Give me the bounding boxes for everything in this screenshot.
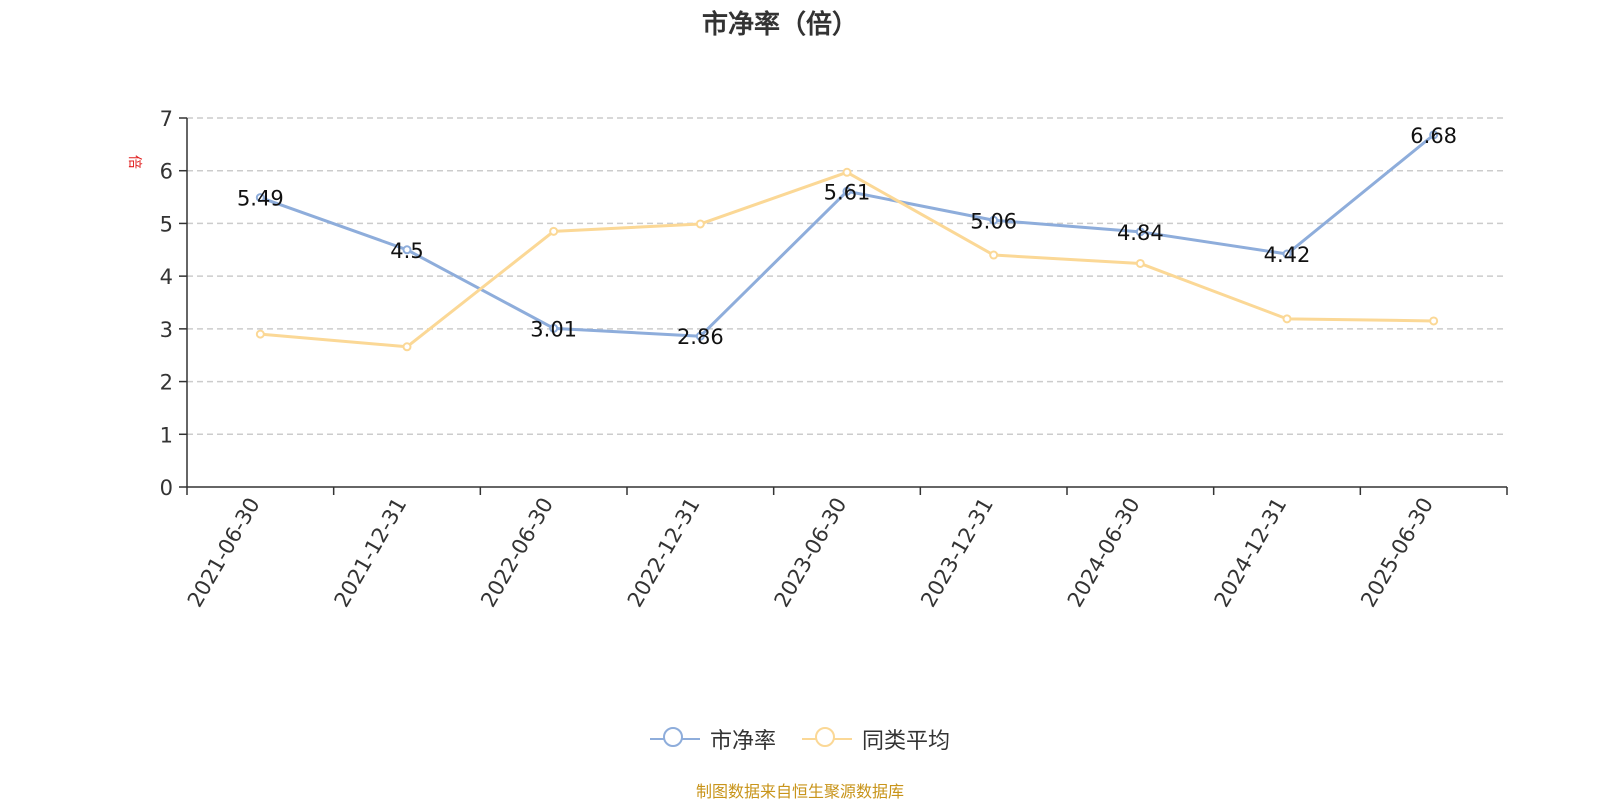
data-label: 5.49 (237, 187, 284, 211)
y-tick-label: 2 (160, 371, 173, 395)
legend: 市净率 同类平均 (0, 724, 1600, 754)
legend-item-pb[interactable]: 市净率 (649, 723, 776, 755)
data-point[interactable] (1429, 316, 1439, 326)
data-point[interactable] (989, 215, 999, 225)
x-tick-label: 2021-06-30 (183, 494, 265, 612)
data-point[interactable] (695, 219, 705, 229)
series (255, 130, 1439, 352)
data-point[interactable] (1135, 258, 1145, 268)
legend-marker-pb (649, 726, 700, 752)
data-point[interactable] (402, 342, 412, 352)
data-point[interactable] (549, 226, 559, 236)
data-point[interactable] (255, 329, 265, 339)
y-tick-label: 7 (160, 107, 173, 131)
data-point[interactable] (1282, 249, 1292, 259)
y-tick-label: 1 (160, 423, 173, 447)
x-tick-label: 2022-12-31 (623, 494, 705, 612)
y-axis-label: 倍 (126, 155, 142, 169)
data-label: 3.01 (530, 317, 577, 341)
x-tick-label: 2023-06-30 (770, 494, 852, 612)
x-tick-label: 2021-12-31 (330, 494, 412, 612)
y-tick-label: 3 (160, 318, 173, 342)
x-tick-label: 2022-06-30 (476, 494, 558, 612)
series-line (259, 133, 1435, 338)
data-label: 5.61 (824, 180, 871, 204)
data-point[interactable] (842, 186, 852, 196)
data-label: 4.84 (1117, 221, 1164, 245)
data-point[interactable] (989, 250, 999, 260)
data-label: 6.68 (1410, 124, 1457, 148)
legend-label-pb: 市净率 (709, 729, 776, 754)
data-point[interactable] (402, 245, 412, 255)
data-point[interactable] (1135, 227, 1145, 237)
data-point[interactable] (549, 323, 559, 333)
x-tick-label: 2023-12-31 (916, 494, 998, 612)
y-tick-label: 4 (160, 265, 173, 289)
data-point[interactable] (1429, 130, 1439, 140)
data-label: 4.42 (1264, 243, 1311, 267)
grid (187, 117, 1507, 436)
data-point[interactable] (1282, 314, 1292, 324)
legend-marker-peer-average (802, 726, 852, 752)
data-point[interactable] (255, 193, 265, 203)
y-tick-label: 5 (160, 212, 173, 236)
data-point[interactable] (695, 331, 705, 341)
data-label: 4.5 (390, 239, 423, 263)
y-tick-label: 6 (160, 160, 173, 184)
x-tick-label: 2024-12-31 (1210, 494, 1292, 612)
data-source-note: 制图数据来自恒生聚源数据库 (695, 782, 904, 801)
legend-item-peer-average[interactable]: 同类平均 (802, 723, 950, 755)
data-point[interactable] (842, 167, 852, 177)
data-label: 5.06 (970, 209, 1017, 233)
x-tick-label: 2024-06-30 (1063, 494, 1145, 612)
y-tick-label: 0 (160, 476, 173, 500)
x-tick-label: 2025-06-30 (1356, 494, 1438, 612)
legend-label-peer-average: 同类平均 (862, 729, 951, 754)
data-labels: 5.49 4.5 3.01 2.86 5.61 5.06 4.84 4.42 6.68 (237, 124, 1457, 349)
data-label: 2.86 (677, 325, 724, 349)
chart-title: 市净率（倍） (702, 9, 858, 40)
